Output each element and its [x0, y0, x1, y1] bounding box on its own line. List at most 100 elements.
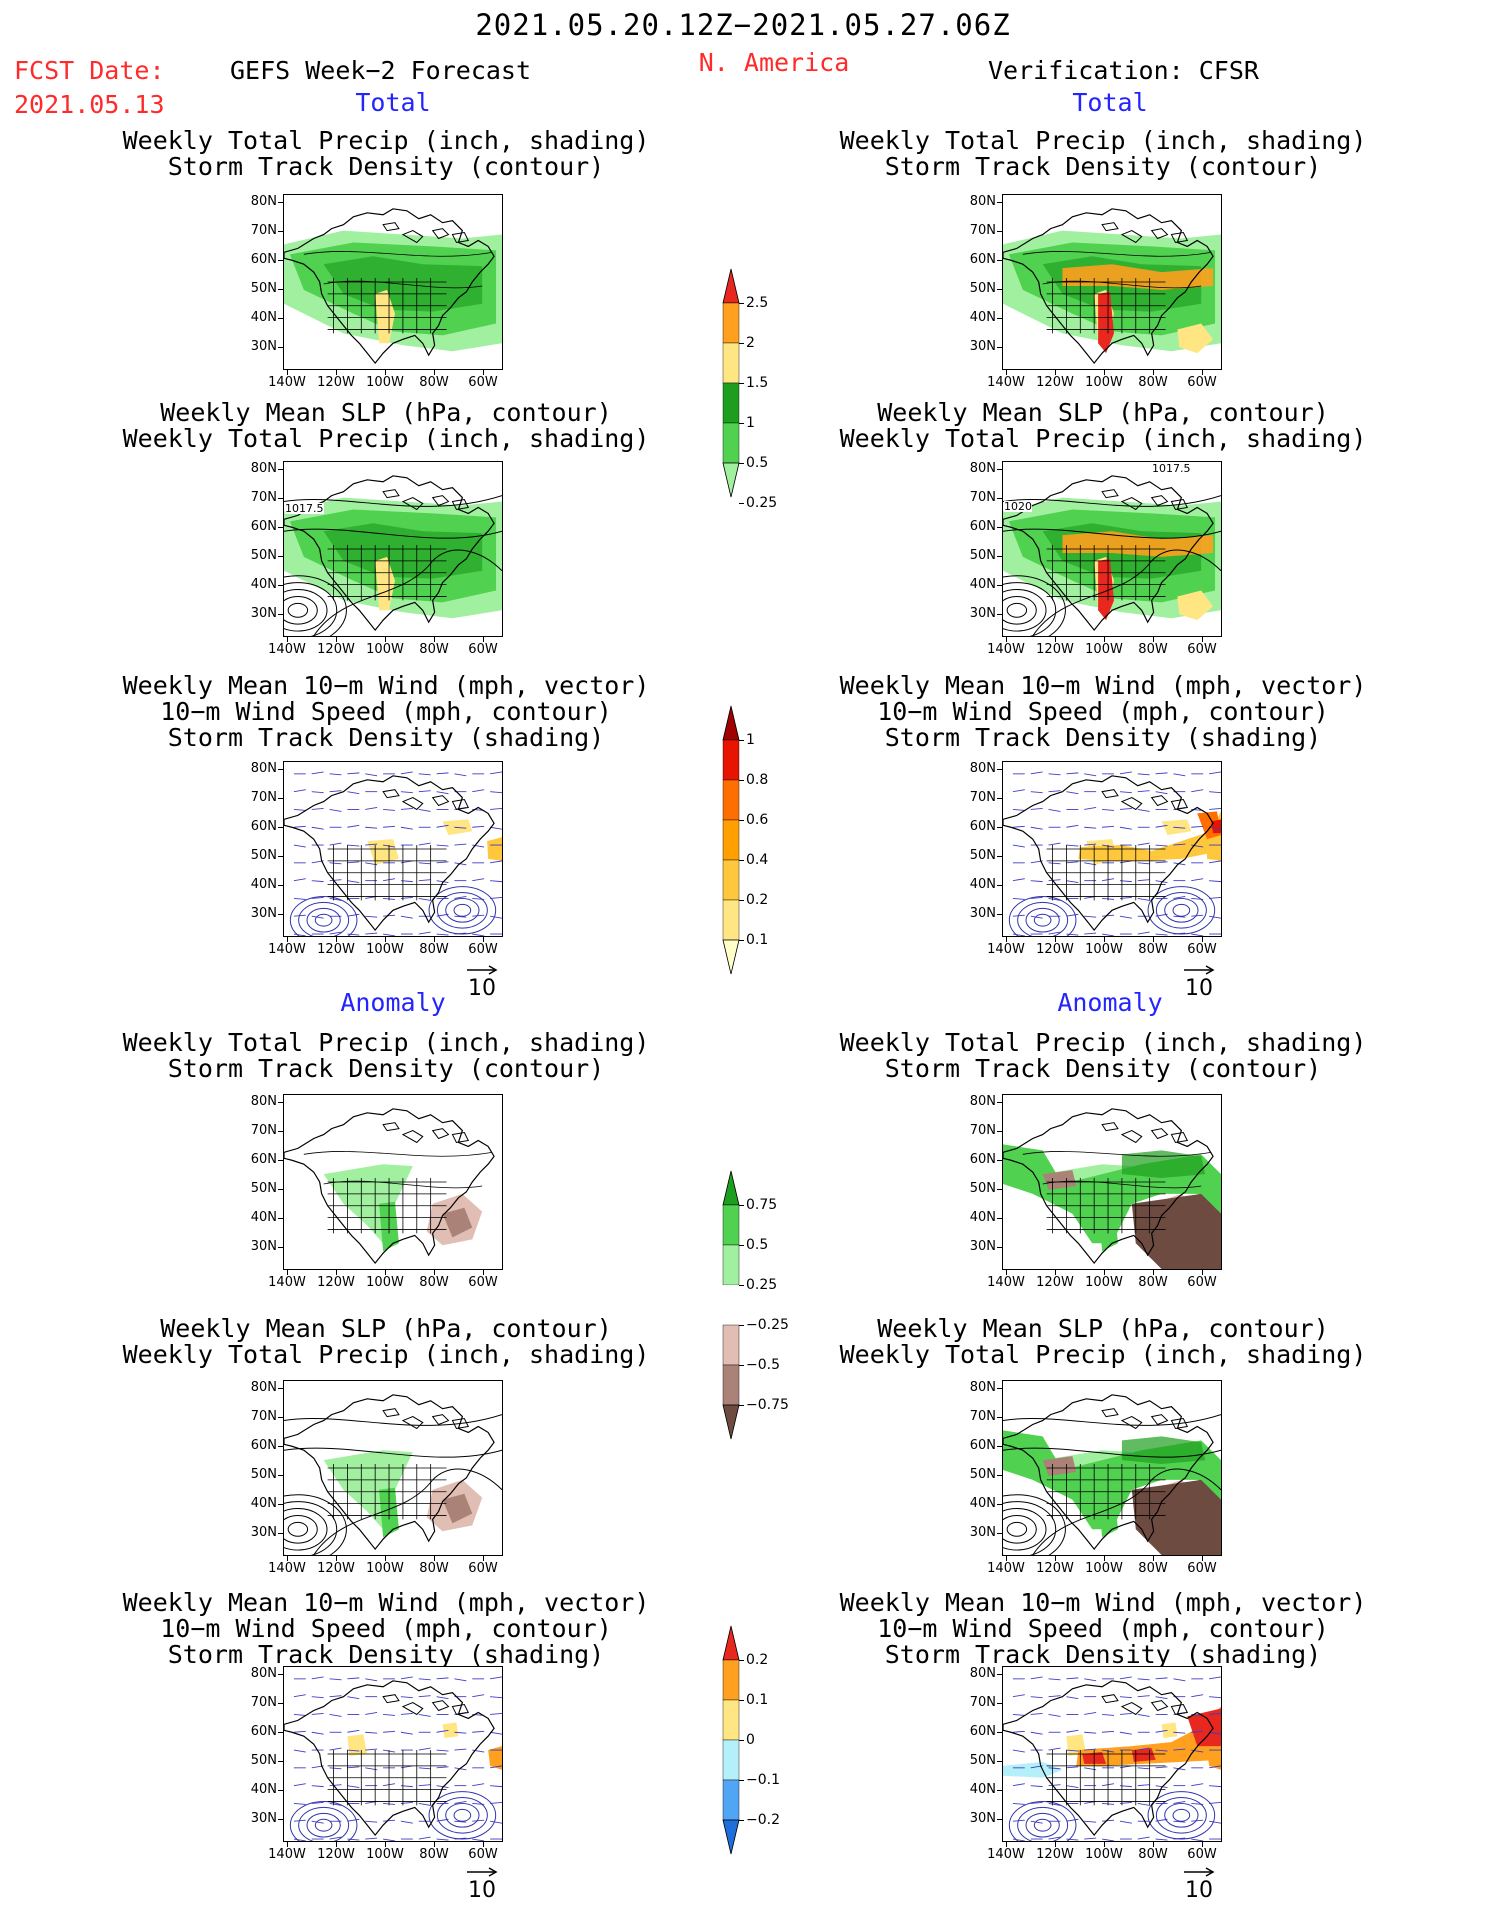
lon-tick: [287, 637, 288, 642]
lon-tick: [1006, 370, 1007, 375]
left-panel-2-title: Weekly Mean SLP (hPa, contour) Weekly Tot…: [123, 400, 650, 452]
lat-tick: [997, 1160, 1002, 1161]
lon-tick: [1202, 370, 1203, 375]
lat-label: 50N: [969, 1467, 996, 1482]
right-panel-6-map: [1002, 1666, 1222, 1842]
lat-tick: [997, 1504, 1002, 1505]
lat-tick: [278, 469, 283, 470]
lat-label: 30N: [250, 339, 277, 354]
colorbar-label: 2: [746, 335, 755, 351]
lon-tick: [385, 637, 386, 642]
right-panel-3-title: Weekly Mean 10−m Wind (mph, vector) 10−m …: [840, 673, 1367, 751]
lat-label: 50N: [250, 1181, 277, 1196]
lat-label: 30N: [250, 1811, 277, 1826]
lat-label: 80N: [969, 461, 996, 476]
colorbar-tick: [739, 1245, 744, 1246]
colorbar-label: −0.2: [746, 1812, 780, 1828]
lat-label: 80N: [250, 1094, 277, 1109]
lat-tick: [997, 231, 1002, 232]
colorbar-tick: [739, 1205, 744, 1206]
panel-title-line: Weekly Total Precip (inch, shading): [839, 1028, 1367, 1057]
verification-label: Verification: CFSR: [988, 56, 1259, 85]
lon-label: 120W: [1036, 942, 1074, 957]
lon-label: 120W: [317, 1847, 355, 1862]
lat-tick: [997, 1761, 1002, 1762]
fcst-date-label: FCST Date:: [14, 56, 165, 85]
left-panel-1-map: [283, 194, 503, 370]
right-total-header: Total: [1072, 88, 1148, 117]
lat-tick: [278, 202, 283, 203]
lat-tick: [997, 289, 1002, 290]
lat-tick: [278, 769, 283, 770]
colorbar-label: 0.25: [746, 1277, 778, 1293]
colorbar-label: 0: [746, 1732, 755, 1748]
lon-label: 120W: [1036, 642, 1074, 657]
lon-label: 80W: [1138, 1561, 1168, 1576]
lon-tick: [434, 937, 435, 942]
lon-label: 100W: [1085, 642, 1123, 657]
lon-label: 100W: [1085, 942, 1123, 957]
lat-label: 50N: [969, 1181, 996, 1196]
lat-tick: [997, 1732, 1002, 1733]
lat-label: 60N: [250, 1724, 277, 1739]
lat-label: 30N: [250, 1525, 277, 1540]
lon-label: 100W: [1085, 375, 1123, 390]
panel-title-line: 10−m Wind Speed (mph, contour): [877, 697, 1329, 726]
lon-tick: [1055, 1842, 1056, 1847]
lat-label: 80N: [969, 194, 996, 209]
lon-tick: [1104, 1842, 1105, 1847]
lon-tick: [1202, 1556, 1203, 1561]
contour-label: 1020: [1004, 500, 1032, 513]
fcst-date-value: 2021.05.13: [14, 90, 165, 119]
lon-label: 80W: [419, 642, 449, 657]
lat-tick: [278, 347, 283, 348]
lon-tick: [1006, 937, 1007, 942]
lat-tick: [278, 1674, 283, 1675]
lat-label: 30N: [250, 1239, 277, 1254]
lon-tick: [1055, 1270, 1056, 1275]
lon-label: 140W: [268, 1275, 306, 1290]
lon-label: 140W: [987, 942, 1025, 957]
colorbar-label: 0.5: [746, 1237, 769, 1253]
lat-tick: [997, 527, 1002, 528]
lon-tick: [1153, 637, 1154, 642]
lat-tick: [997, 498, 1002, 499]
lon-label: 60W: [468, 1847, 498, 1862]
panel-title-line: Storm Track Density (contour): [167, 152, 605, 181]
panel-title-line: Weekly Mean 10−m Wind (mph, vector): [122, 671, 650, 700]
lat-label: 80N: [250, 1380, 277, 1395]
lon-label: 120W: [1036, 1847, 1074, 1862]
lat-label: 60N: [250, 1438, 277, 1453]
colorbar-label: 0.4: [746, 852, 769, 868]
lon-label: 80W: [1138, 942, 1168, 957]
lon-label: 60W: [468, 642, 498, 657]
left-panel-6-map: [283, 1666, 503, 1842]
lon-label: 140W: [268, 375, 306, 390]
lat-tick: [997, 827, 1002, 828]
lon-tick: [287, 370, 288, 375]
colorbar-label: 0.1: [746, 932, 769, 948]
contour-label: 1017.5: [1152, 462, 1191, 475]
lat-label: 40N: [250, 1496, 277, 1511]
lat-tick: [997, 202, 1002, 203]
lat-tick: [278, 318, 283, 319]
lat-tick: [278, 1218, 283, 1219]
lon-label: 140W: [987, 642, 1025, 657]
lat-tick: [278, 1131, 283, 1132]
lat-tick: [997, 1388, 1002, 1389]
panel-title-line: Weekly Mean SLP (hPa, contour): [877, 1314, 1329, 1343]
left-panel-4-title: Weekly Total Precip (inch, shading) Storm…: [123, 1030, 650, 1082]
lon-label: 140W: [987, 1561, 1025, 1576]
lat-label: 60N: [250, 519, 277, 534]
lon-tick: [287, 1270, 288, 1275]
lat-label: 70N: [250, 1123, 277, 1138]
right-panel-6-title: Weekly Mean 10−m Wind (mph, vector) 10−m …: [840, 1590, 1367, 1668]
lat-tick: [278, 798, 283, 799]
colorbar-label: 0.8: [746, 772, 769, 788]
left-panel-2-map: [283, 461, 503, 637]
lon-label: 140W: [987, 375, 1025, 390]
lon-tick: [1153, 370, 1154, 375]
lat-label: 30N: [969, 1811, 996, 1826]
left-anomaly-header: Anomaly: [340, 988, 446, 1017]
lon-tick: [1006, 637, 1007, 642]
